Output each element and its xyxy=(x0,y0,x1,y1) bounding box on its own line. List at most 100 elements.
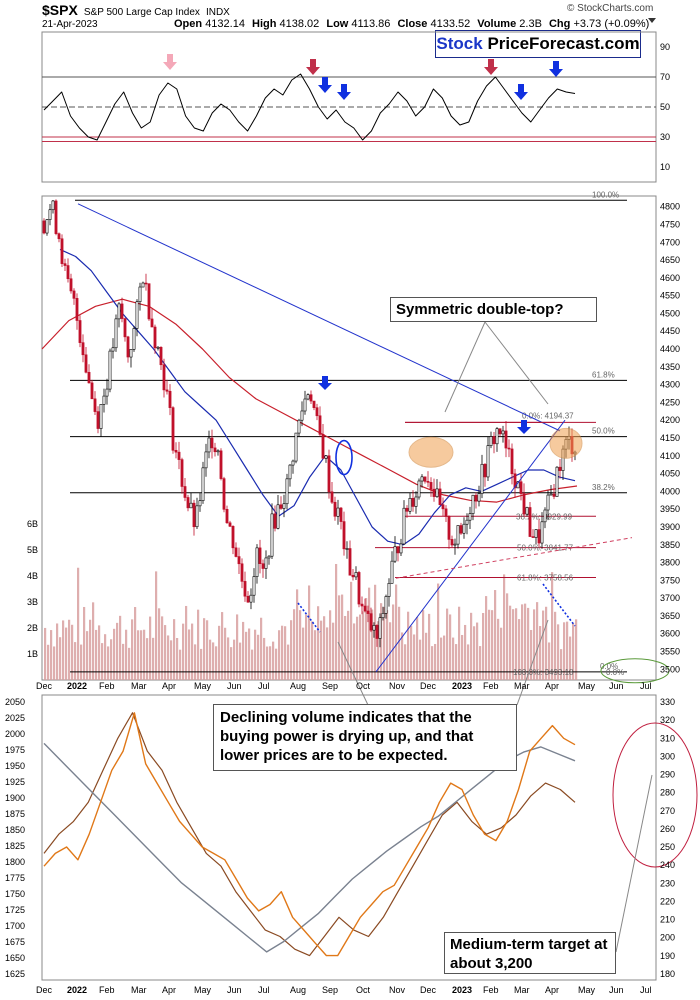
candle-body xyxy=(390,560,394,584)
metals-right-tick: 310 xyxy=(660,733,675,743)
candle-body xyxy=(411,497,415,507)
candle-body xyxy=(195,505,199,528)
candle-body xyxy=(150,318,154,328)
fib-618-label: 61.8% xyxy=(592,370,615,379)
candle xyxy=(315,403,319,421)
gold-line xyxy=(43,712,576,957)
volume-bar xyxy=(410,625,413,680)
pink-arrow-head xyxy=(163,62,177,70)
candle-body xyxy=(366,610,370,614)
volume-bar xyxy=(344,615,347,680)
volume-bar xyxy=(446,608,449,680)
volume-bar xyxy=(161,616,164,680)
candle xyxy=(486,436,490,482)
candle xyxy=(183,477,187,502)
x-axis-label: Dec xyxy=(420,985,437,995)
candle-body xyxy=(138,286,142,302)
volume-bar xyxy=(311,621,314,680)
metals-left-tick: 1775 xyxy=(5,873,25,883)
volume-bar xyxy=(359,614,362,680)
candle-body xyxy=(549,493,553,496)
candle-body xyxy=(408,497,412,512)
low-label: Low xyxy=(326,18,349,30)
candle xyxy=(225,505,229,524)
volume-bar xyxy=(515,608,518,680)
candle-body xyxy=(504,430,508,449)
volume-bar xyxy=(395,584,398,680)
candle xyxy=(147,283,151,321)
candle-body xyxy=(357,572,361,605)
candle xyxy=(432,478,436,502)
metals-right-tick: 300 xyxy=(660,751,675,761)
candle-body xyxy=(159,346,163,366)
candle xyxy=(141,281,145,288)
volume-bar xyxy=(317,606,320,680)
callout-pointer xyxy=(444,321,486,413)
candle-body xyxy=(75,298,79,321)
candle xyxy=(513,468,517,498)
x-axis-label: Feb xyxy=(483,681,499,691)
candle xyxy=(93,391,97,416)
candle xyxy=(231,525,235,555)
volume-bar xyxy=(125,629,128,680)
metals-left-tick: 2050 xyxy=(5,697,25,707)
metals-left-tick: 1975 xyxy=(5,745,25,755)
chart-menu-icon[interactable] xyxy=(648,18,656,23)
volume-bar xyxy=(464,624,467,680)
candle xyxy=(177,441,181,470)
candle-body xyxy=(237,556,241,565)
x-axis-label: Oct xyxy=(356,985,371,995)
metals-left-tick: 1900 xyxy=(5,793,25,803)
candle xyxy=(339,506,343,530)
red-arrow-shaft xyxy=(488,59,494,67)
candle xyxy=(192,499,196,536)
candle-body xyxy=(402,507,406,545)
target-pointer xyxy=(615,774,653,953)
candle-body xyxy=(99,404,103,429)
candle xyxy=(456,525,460,549)
price-tick-label: 4200 xyxy=(660,415,680,425)
price-tick-label: 3600 xyxy=(660,629,680,639)
volume-bar xyxy=(173,619,176,680)
volume-bar xyxy=(140,630,143,680)
downtrend-line xyxy=(77,203,561,432)
volume-bar xyxy=(425,632,428,680)
metals-right-tick: 230 xyxy=(660,878,675,888)
volume-bar xyxy=(278,630,281,680)
price-tick-label: 3500 xyxy=(660,664,680,674)
volume-bar xyxy=(554,611,557,680)
x-axis-label: Dec xyxy=(36,681,53,691)
candle-body xyxy=(483,463,487,478)
volume-bar xyxy=(434,643,437,680)
volume-bar xyxy=(392,604,395,680)
candle-body xyxy=(45,219,49,234)
candle-body xyxy=(396,546,400,554)
volume-bar xyxy=(308,585,311,680)
x-axis-label: Jun xyxy=(609,681,624,691)
volume-bar xyxy=(437,583,440,680)
candle-body xyxy=(189,502,193,509)
candle-body xyxy=(393,546,397,562)
candle xyxy=(51,199,55,214)
candle xyxy=(285,473,289,510)
candle xyxy=(216,449,220,456)
candle-body xyxy=(507,447,511,450)
price-tick-label: 4150 xyxy=(660,433,680,443)
candle xyxy=(54,199,58,236)
miners-line xyxy=(43,712,576,957)
volume-bar xyxy=(218,625,221,680)
candle-body xyxy=(171,407,175,451)
candle-body xyxy=(510,448,514,475)
metals-right-tick: 220 xyxy=(660,896,675,906)
red-arrow-shaft xyxy=(310,59,316,67)
volume-bar xyxy=(503,574,506,680)
candle-body xyxy=(462,523,466,534)
volume-bar xyxy=(527,607,530,680)
candle xyxy=(48,204,52,226)
volume-bar xyxy=(287,644,290,680)
volume-bar xyxy=(113,628,116,680)
candle xyxy=(555,466,559,497)
volume-bar xyxy=(260,617,263,680)
volume-bar xyxy=(56,623,59,680)
blue-arrow xyxy=(337,84,351,100)
